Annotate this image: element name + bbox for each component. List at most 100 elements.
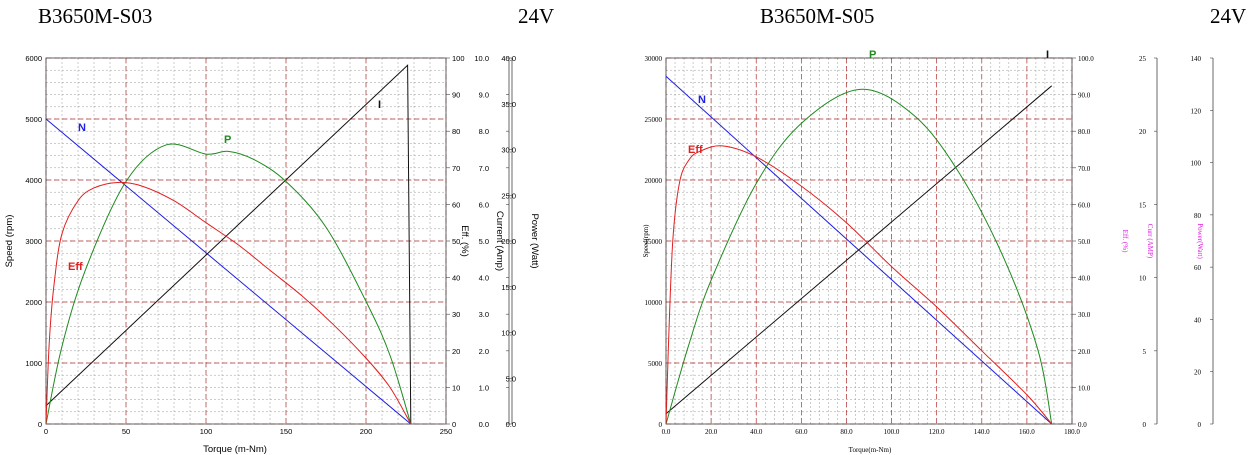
y-tick-label-speed: 5000 bbox=[25, 115, 42, 124]
x-tick-label: 20.0 bbox=[705, 428, 718, 436]
y-axis-label-power: Power (Watt) bbox=[529, 213, 540, 268]
x-tick-label: 50 bbox=[122, 427, 130, 436]
series-label-p: P bbox=[869, 49, 876, 61]
y-tick-label-power: 10.0 bbox=[501, 329, 516, 338]
y-tick-label-eff: 60 bbox=[452, 200, 460, 209]
y-tick-label-current: 5 bbox=[1143, 348, 1147, 356]
x-tick-label: 0.0 bbox=[662, 428, 671, 436]
y-tick-label-current: 15 bbox=[1139, 201, 1147, 209]
y-tick-label-power: 20 bbox=[1194, 369, 1202, 377]
chart-1-group bbox=[45, 57, 513, 425]
y-tick-label-speed: 30000 bbox=[645, 55, 663, 63]
y-tick-label-current: 6.0 bbox=[479, 200, 489, 209]
y-tick-label-current: 10 bbox=[1139, 275, 1147, 283]
y-tick-label-eff: 10 bbox=[452, 383, 460, 392]
series-line-eff bbox=[45, 181, 412, 425]
series-label-eff: Eff bbox=[68, 261, 83, 273]
y-tick-label-speed: 2000 bbox=[25, 298, 42, 307]
y-axis-label-eff: Eff. (%) bbox=[1121, 230, 1129, 253]
y-axis-label-current: Curr (AMP) bbox=[1146, 224, 1154, 259]
y-tick-label-speed: 15000 bbox=[645, 238, 663, 246]
y-tick-label-current: 9.0 bbox=[479, 91, 489, 100]
y-tick-label-power: 0 bbox=[1198, 421, 1202, 429]
y-tick-label-current: 25 bbox=[1139, 55, 1147, 63]
y-tick-label-eff: 40.0 bbox=[1078, 275, 1091, 283]
y-tick-label-current: 20 bbox=[1139, 128, 1147, 136]
y-axis-label-speed: Speed (rpm) bbox=[4, 215, 15, 268]
y-tick-label-current: 0.0 bbox=[479, 420, 489, 429]
y-tick-label-eff: 80.0 bbox=[1078, 128, 1091, 136]
y-tick-label-current: 4.0 bbox=[479, 274, 489, 283]
x-tick-label: 140.0 bbox=[974, 428, 990, 436]
y-tick-label-power: 25.0 bbox=[501, 191, 516, 200]
y-tick-label-eff: 90 bbox=[452, 91, 460, 100]
series-line-p bbox=[45, 143, 412, 425]
x-tick-label: 200 bbox=[360, 427, 373, 436]
y-tick-label-power: 35.0 bbox=[501, 100, 516, 109]
y-tick-label-speed: 3000 bbox=[25, 237, 42, 246]
left-chart-model-title: B3650M-S03 bbox=[38, 4, 153, 28]
y-tick-label-eff: 90.0 bbox=[1078, 92, 1091, 100]
x-tick-label: 100.0 bbox=[884, 428, 900, 436]
y-tick-label-eff: 0.0 bbox=[1078, 421, 1087, 429]
x-tick-label: 250 bbox=[440, 427, 453, 436]
y-tick-label-eff: 20 bbox=[452, 347, 460, 356]
y-tick-label-eff: 100.0 bbox=[1078, 55, 1094, 63]
x-tick-label: 180.0 bbox=[1064, 428, 1080, 436]
x-axis-label: Torque(m-Nm) bbox=[849, 446, 892, 454]
y-tick-label-current: 8.0 bbox=[479, 127, 489, 136]
y-tick-label-speed: 10000 bbox=[645, 299, 663, 307]
y-tick-label-eff: 30 bbox=[452, 310, 460, 319]
x-tick-label: 160.0 bbox=[1019, 428, 1035, 436]
x-tick-label: 150 bbox=[280, 427, 293, 436]
y-tick-label-eff: 40 bbox=[452, 274, 460, 283]
series-label-n: N bbox=[698, 94, 706, 106]
x-tick-label: 0 bbox=[44, 427, 48, 436]
y-tick-label-power: 40 bbox=[1194, 316, 1202, 324]
y-tick-label-power: 80 bbox=[1194, 212, 1202, 220]
x-tick-label: 120.0 bbox=[929, 428, 945, 436]
x-tick-label: 80.0 bbox=[840, 428, 853, 436]
y-tick-label-eff: 20.0 bbox=[1078, 348, 1091, 356]
series-line-n bbox=[45, 118, 412, 425]
y-tick-label-eff: 100 bbox=[452, 54, 465, 63]
x-tick-label: 100 bbox=[200, 427, 213, 436]
y-tick-label-speed: 4000 bbox=[25, 176, 42, 185]
y-tick-label-eff: 50.0 bbox=[1078, 238, 1091, 246]
series-label-eff: Eff bbox=[688, 144, 703, 156]
x-tick-label: 40.0 bbox=[750, 428, 763, 436]
y-tick-label-speed: 1000 bbox=[25, 359, 42, 368]
y-tick-label-eff: 70.0 bbox=[1078, 165, 1091, 173]
y-tick-label-power: 20.0 bbox=[501, 237, 516, 246]
y-tick-label-current: 0 bbox=[1143, 421, 1147, 429]
y-tick-label-current: 5.0 bbox=[479, 237, 489, 246]
y-tick-label-power: 0.0 bbox=[506, 420, 516, 429]
y-tick-label-speed: 5000 bbox=[648, 360, 663, 368]
series-label-i: I bbox=[378, 99, 381, 111]
chart-2-group bbox=[665, 57, 1214, 425]
y-axis-label-eff: Eff. (%) bbox=[459, 225, 470, 257]
y-tick-label-current: 1.0 bbox=[479, 383, 489, 392]
series-line-i bbox=[665, 85, 1053, 415]
series-label-n: N bbox=[78, 122, 86, 134]
series-label-i: I bbox=[1046, 49, 1049, 61]
y-tick-label-current: 10.0 bbox=[474, 54, 489, 63]
y-tick-label-eff: 80 bbox=[452, 127, 460, 136]
series-line-i bbox=[45, 64, 412, 425]
y-tick-label-current: 3.0 bbox=[479, 310, 489, 319]
right-chart-model-title: B3650M-S05 bbox=[760, 4, 875, 28]
y-tick-label-current: 7.0 bbox=[479, 164, 489, 173]
y-tick-label-eff: 30.0 bbox=[1078, 311, 1091, 319]
y-tick-label-speed: 0 bbox=[38, 420, 42, 429]
left-chart-voltage: 24V bbox=[518, 4, 555, 28]
series-label-p: P bbox=[224, 134, 231, 146]
y-tick-label-eff: 10.0 bbox=[1078, 384, 1091, 392]
right-chart-voltage: 24V bbox=[1210, 4, 1247, 28]
y-tick-label-power: 120 bbox=[1191, 107, 1202, 115]
y-tick-label-speed: 20000 bbox=[645, 177, 663, 185]
x-tick-label: 60.0 bbox=[795, 428, 808, 436]
y-axis-label-speed: Speed(rpm) bbox=[642, 224, 650, 258]
y-tick-label-power: 140 bbox=[1191, 55, 1202, 63]
y-tick-label-speed: 0 bbox=[659, 421, 663, 429]
series-line-eff bbox=[665, 145, 1053, 425]
